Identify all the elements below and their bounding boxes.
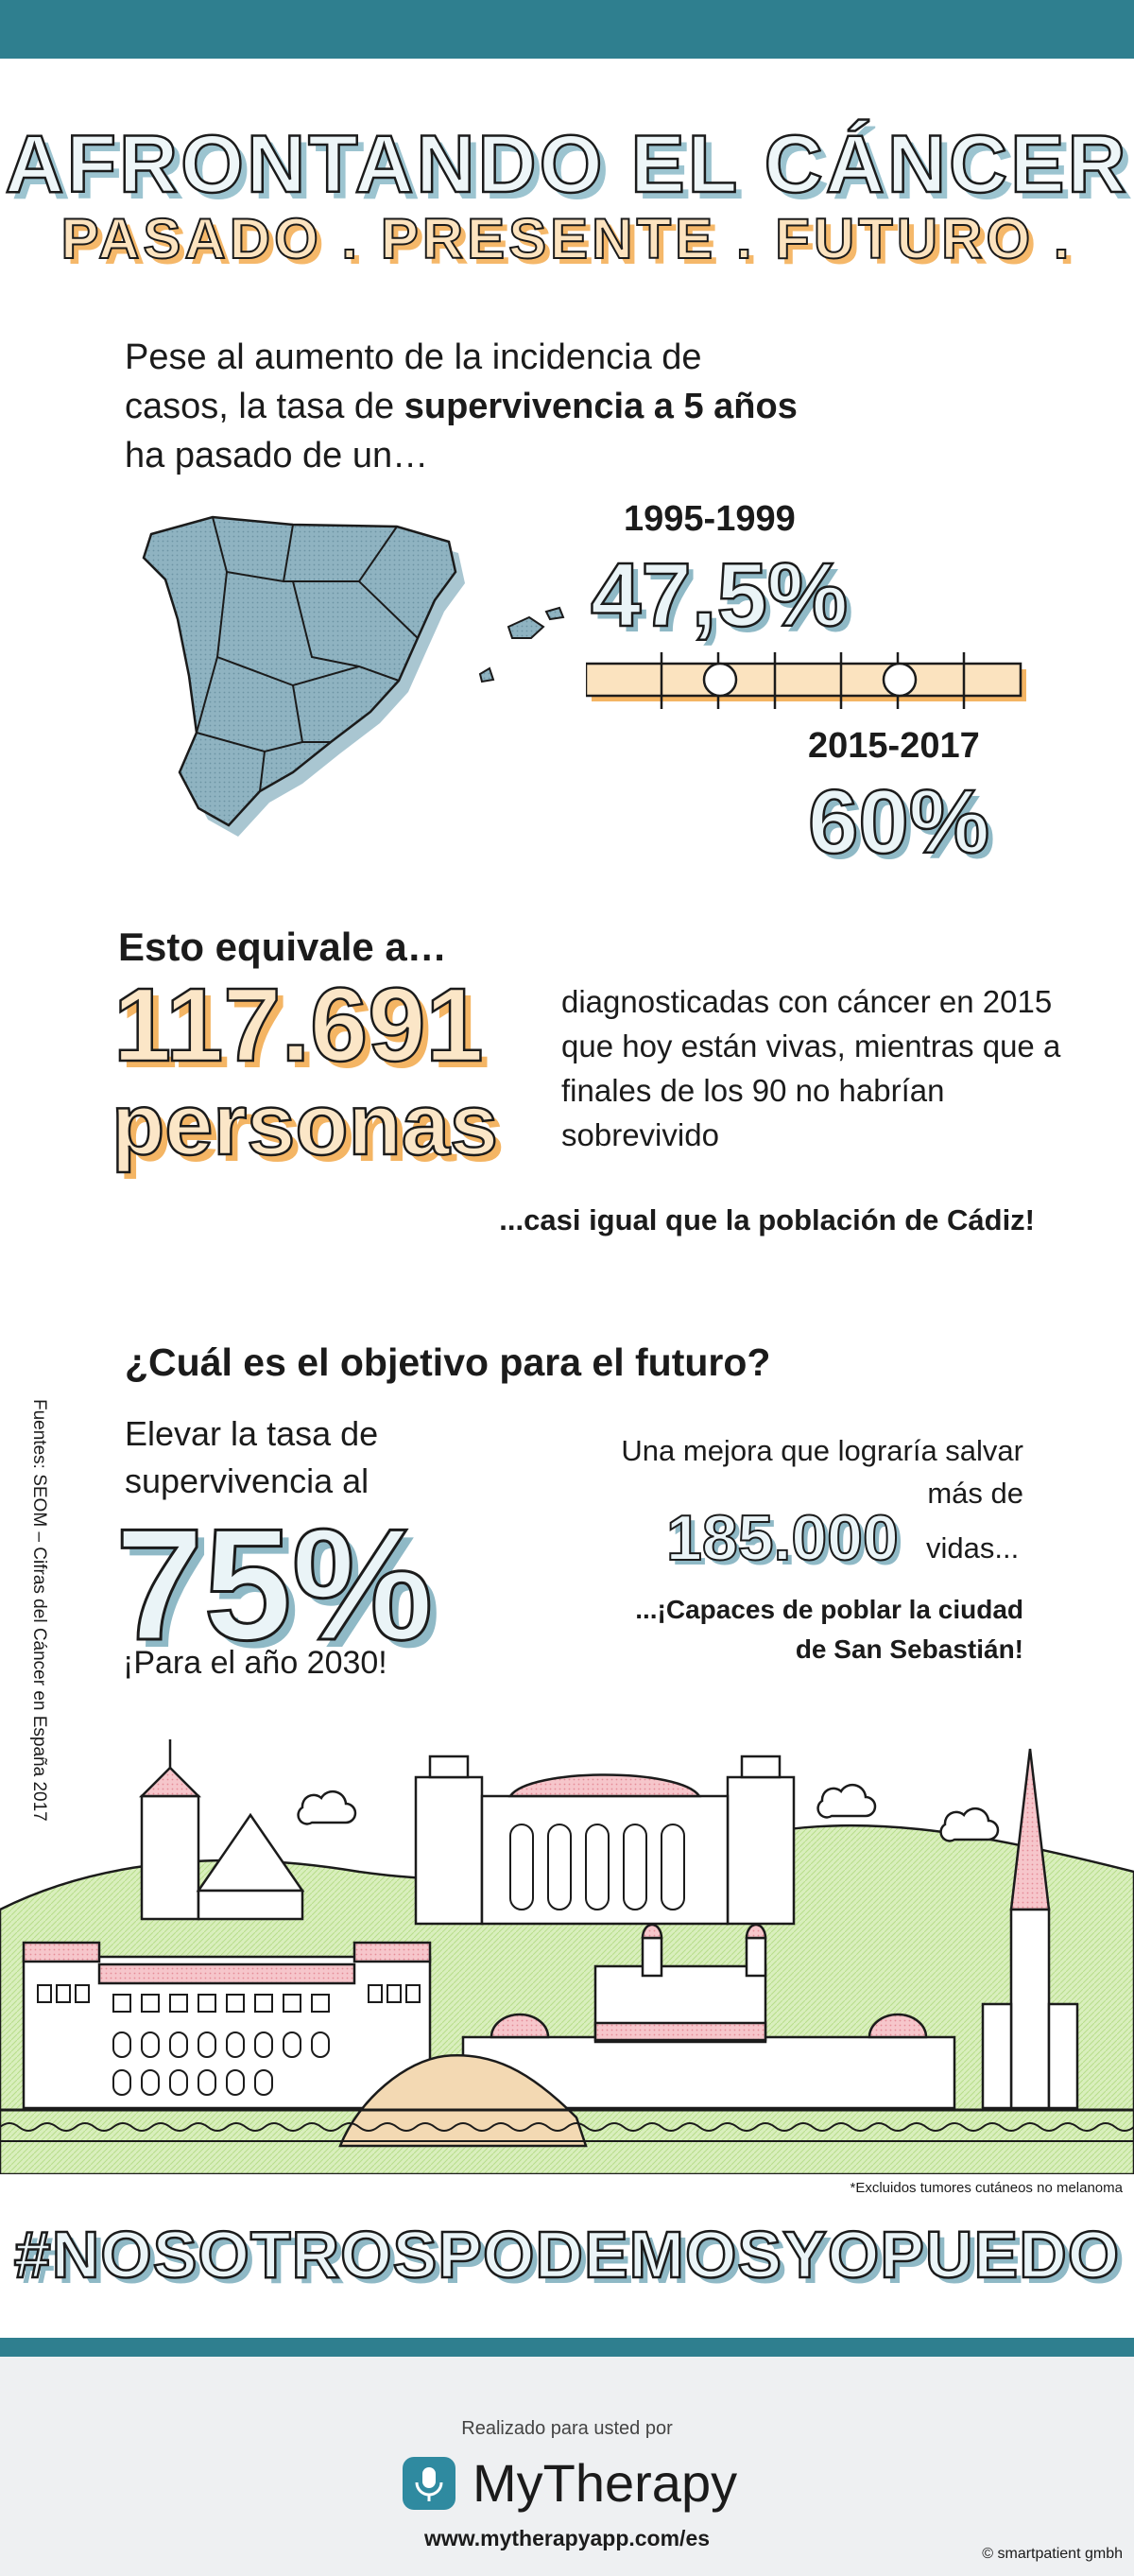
intro-bold: supervivencia a 5 años	[404, 387, 798, 426]
survival-from-value: 47,5%	[590, 544, 850, 648]
year-to-label: 2015-2017	[808, 726, 980, 766]
people-unit: personas	[111, 1077, 500, 1174]
goal-value: 75%	[113, 1495, 434, 1675]
page-subtitle: PASADO . PRESENTE . FUTURO .	[60, 206, 1074, 271]
marker-2015	[882, 662, 918, 698]
lives-number: 185.000	[665, 1501, 900, 1575]
brand-name: MyTherapy	[472, 2453, 738, 2513]
intro-text: Pese al aumento de la incidencia de caso…	[125, 333, 805, 480]
hashtag: #NOSOTROSPODEMOSYOPUEDO	[13, 2217, 1121, 2293]
goal-text: Elevar la tasa de supervivencia al	[125, 1414, 379, 1500]
cloud-icon	[297, 1783, 1000, 1842]
made-for-label: Realizado para usted por	[461, 2418, 673, 2439]
year-from-label: 1995-1999	[624, 499, 796, 539]
timeline-bar	[586, 652, 1026, 709]
spain-map-illustration	[142, 515, 565, 837]
improvement-text: Una mejora que lograría salvar más de	[621, 1434, 1023, 1510]
people-number: 117.691	[112, 967, 485, 1083]
city-comparison: ...¡Capaces de poblar la ciudad de San S…	[635, 1595, 1023, 1664]
page-title: AFRONTANDO EL CÁNCER	[4, 118, 1129, 212]
top-band	[0, 0, 1134, 59]
city-skyline-illustration	[0, 1739, 1134, 2174]
intro-part1: Pese al aumento de la incidencia de caso…	[125, 337, 702, 426]
marker-1995	[702, 662, 738, 698]
footer	[0, 2357, 1134, 2576]
equivalence-description: diagnosticadas con cáncer en 2015 que ho…	[561, 984, 1061, 1152]
cadiz-comparison: ...casi igual que la población de Cádiz!	[499, 1203, 1035, 1236]
copyright: © smartpatient gmbh	[982, 2546, 1123, 2562]
lives-unit: vidas...	[926, 1531, 1020, 1565]
goal-year: ¡Para el año 2030!	[123, 1645, 387, 1681]
footnote: *Excluidos tumores cutáneos no melanoma	[850, 2180, 1124, 2196]
equivalence-heading: Esto equivale a…	[118, 925, 447, 969]
website-link[interactable]: www.mytherapyapp.com/es	[423, 2526, 711, 2550]
future-question: ¿Cuál es el objetivo para el futuro?	[125, 1340, 771, 1384]
intro-part2: ha pasado de un…	[125, 436, 429, 475]
mytherapy-logo-icon	[403, 2457, 455, 2510]
survival-to-value: 60%	[807, 770, 991, 874]
